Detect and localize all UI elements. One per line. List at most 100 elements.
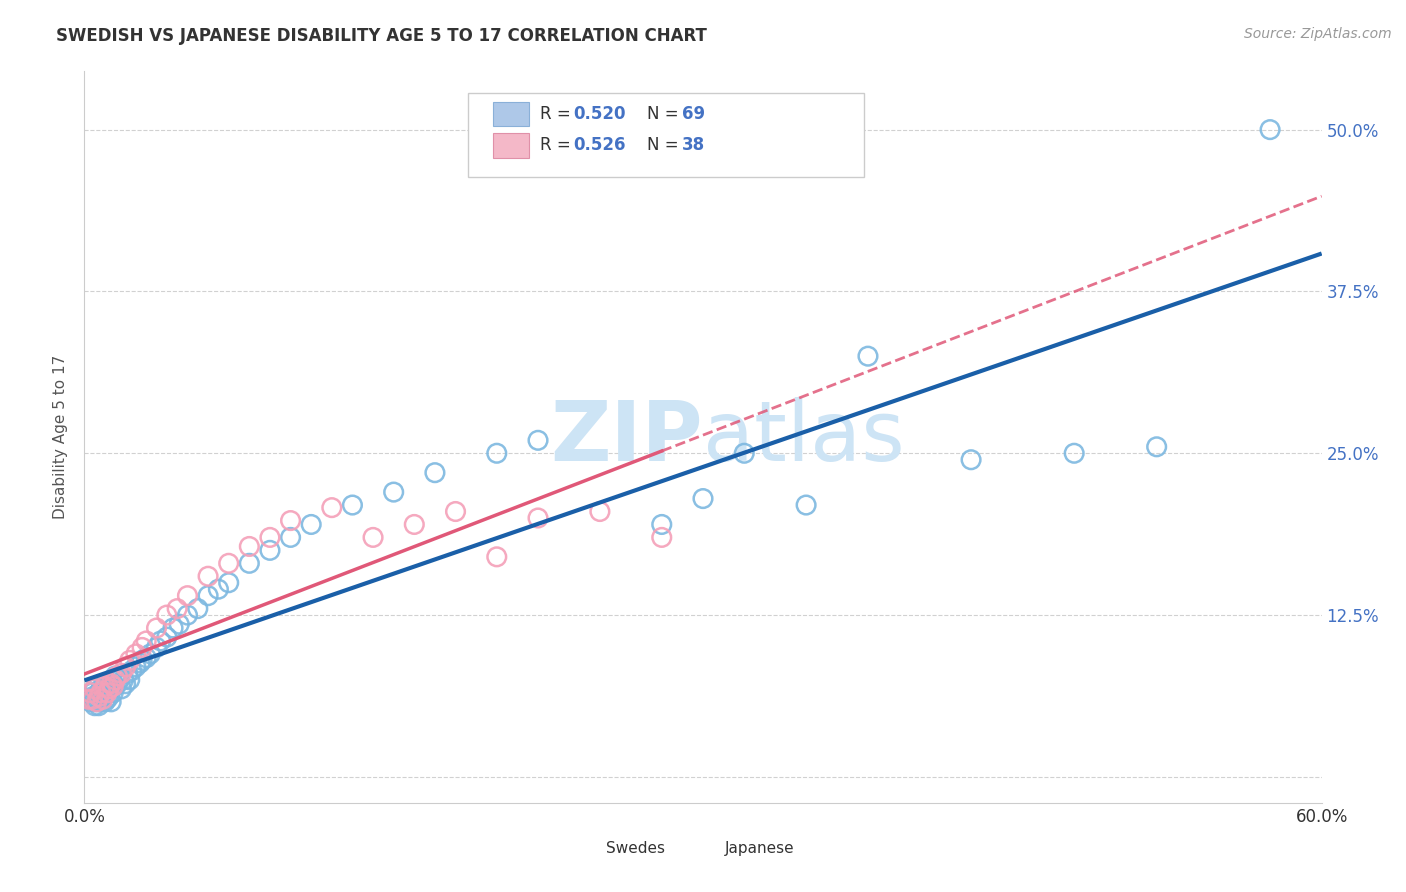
Point [100,681,122,696]
Point [117,666,139,681]
FancyBboxPatch shape [689,841,718,856]
Point [125,660,148,674]
Point [77,692,100,706]
Point [259,543,281,558]
Point [404,517,426,532]
Text: Source: ZipAtlas.com: Source: ZipAtlas.com [1244,27,1392,41]
Point [105,669,128,683]
Text: 38: 38 [682,136,704,154]
Point [112,673,135,687]
FancyBboxPatch shape [572,841,602,856]
Point [98,679,121,693]
Point [87,690,110,704]
Point [100,695,122,709]
Point [94,676,117,690]
Point [104,679,127,693]
Point [96,692,118,706]
Point [145,640,167,655]
Point [1258,122,1281,136]
FancyBboxPatch shape [492,133,529,158]
Text: 0.520: 0.520 [574,105,626,123]
Point [110,666,132,681]
Point [166,601,188,615]
Point [444,504,467,518]
Point [91,692,114,706]
Point [103,686,125,700]
Point [96,686,118,700]
Point [589,504,612,518]
Point [280,530,302,544]
Point [114,660,136,674]
Point [321,500,343,515]
Point [176,608,198,623]
Point [77,692,100,706]
Point [218,575,240,590]
Point [423,466,446,480]
Point [156,608,179,623]
Text: SWEDISH VS JAPANESE DISABILITY AGE 5 TO 17 CORRELATION CHART: SWEDISH VS JAPANESE DISABILITY AGE 5 TO … [56,27,707,45]
Point [361,530,384,544]
Point [82,692,104,706]
Point [135,634,157,648]
Point [382,485,405,500]
FancyBboxPatch shape [468,94,863,178]
Point [131,640,153,655]
Point [527,434,550,448]
Point [87,686,110,700]
Point [94,689,117,703]
Point [162,621,184,635]
Point [342,498,364,512]
Point [197,569,219,583]
Point [118,653,141,667]
Point [96,686,118,700]
Text: 0.526: 0.526 [574,136,626,154]
Point [145,621,167,635]
Point [794,498,817,512]
Point [90,695,112,709]
Point [960,452,983,467]
Point [125,647,148,661]
Point [87,698,110,713]
Point [197,589,219,603]
Point [856,349,879,363]
Point [82,690,104,704]
Point [135,650,157,665]
Point [91,690,114,704]
Point [280,514,302,528]
Point [100,676,122,690]
Point [149,634,172,648]
FancyBboxPatch shape [492,102,529,127]
Point [121,664,143,678]
Point [651,517,673,532]
Point [86,689,108,703]
Point [94,679,117,693]
Point [218,557,240,571]
Text: N =: N = [647,105,685,123]
Point [238,540,260,554]
Point [83,681,105,696]
Text: Swedes: Swedes [606,841,665,856]
Point [91,679,114,693]
Point [259,530,281,544]
Point [131,653,153,667]
Text: ZIP: ZIP [551,397,703,477]
Point [156,630,179,644]
Point [90,681,112,696]
Point [527,511,550,525]
Point [108,673,131,687]
Point [733,446,755,460]
Point [118,673,141,687]
Point [104,669,127,683]
Point [105,676,128,690]
Text: 69: 69 [682,105,704,123]
Point [651,530,673,544]
Point [176,589,198,603]
Point [83,698,105,713]
Point [82,686,104,700]
Point [103,679,125,693]
Point [79,686,101,700]
Point [1146,440,1168,454]
Point [86,695,108,709]
Point [94,695,117,709]
Point [299,517,322,532]
